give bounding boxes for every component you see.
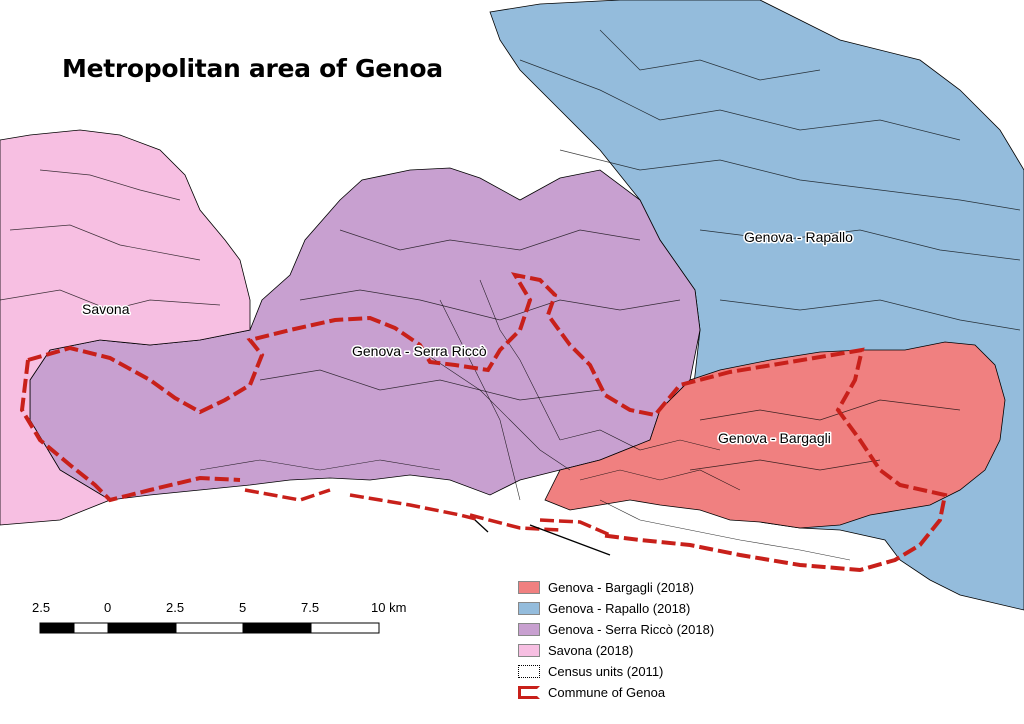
legend: Genova - Bargagli (2018) Genova - Rapall…: [518, 577, 768, 703]
legend-item: Genova - Rapallo (2018): [518, 598, 768, 619]
scale-tick-label: 5: [239, 600, 246, 615]
legend-swatch: [518, 602, 540, 615]
legend-label: Census units (2011): [548, 664, 664, 679]
legend-swatch: [518, 644, 540, 657]
coast-jetties: [474, 519, 611, 556]
scale-tick-label: 2.5: [32, 600, 50, 615]
region-savona: [0, 129, 251, 526]
region-bargagli: [544, 341, 1006, 529]
legend-swatch: [518, 686, 540, 699]
legend-item: Genova - Bargagli (2018): [518, 577, 768, 598]
scale-tick-label: 10 km: [371, 600, 406, 615]
scale-tick-label: 2.5: [166, 600, 184, 615]
label-serra-ricco: Genova - Serra Riccò: [352, 343, 487, 359]
legend-label: Genova - Rapallo (2018): [548, 601, 691, 616]
legend-item: Genova - Serra Riccò (2018): [518, 619, 768, 640]
label-bargagli: Genova - Bargagli: [718, 430, 831, 446]
harbour-piers: [244, 488, 611, 537]
legend-label: Genova - Serra Riccò (2018): [548, 622, 715, 637]
map-title: Metropolitan area of Genoa: [62, 54, 443, 83]
legend-swatch: [518, 581, 540, 594]
commune-of-genoa-outline-west: [19, 359, 241, 503]
legend-swatch: [518, 623, 540, 636]
commune-of-genoa-outline: [27, 272, 948, 573]
scale-bar: 2.5 0 2.5 5 7.5 10 km: [32, 600, 406, 634]
urban-census-detail: [199, 279, 851, 561]
label-rapallo: Genova - Rapallo: [744, 229, 853, 245]
legend-item: Commune of Genoa: [518, 682, 768, 703]
legend-label: Savona (2018): [548, 643, 634, 658]
legend-item: Savona (2018): [518, 640, 768, 661]
legend-item: Census units (2011): [518, 661, 768, 682]
internal-boundaries: [0, 29, 1021, 471]
scale-tick-label: 7.5: [301, 600, 319, 615]
legend-label: Genova - Bargagli (2018): [548, 580, 694, 595]
scale-tick-label: 0: [104, 600, 111, 615]
legend-swatch: [518, 665, 540, 678]
legend-label: Commune of Genoa: [548, 685, 666, 700]
label-savona: Savona: [82, 301, 130, 317]
